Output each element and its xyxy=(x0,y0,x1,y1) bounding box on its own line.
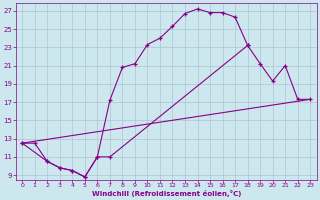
X-axis label: Windchill (Refroidissement éolien,°C): Windchill (Refroidissement éolien,°C) xyxy=(92,190,241,197)
